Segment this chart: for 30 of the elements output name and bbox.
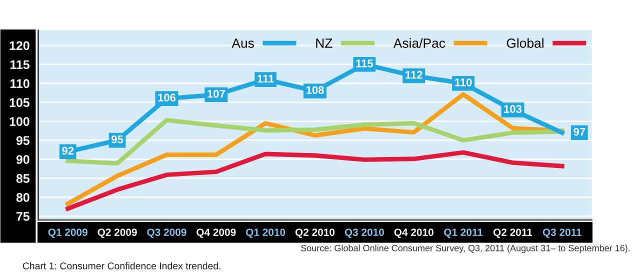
x-tick-label: Q1 2011 (444, 228, 483, 238)
y-tick-label: 100 (10, 117, 30, 126)
y-tick-label: 105 (10, 98, 30, 108)
y-tick-label: 95 (16, 136, 30, 145)
y-tick-label: 90 (16, 155, 30, 164)
x-tick-label: Q3 2010 (344, 228, 384, 238)
legend-label: Global (506, 38, 544, 48)
x-tick-label: Q3 2011 (542, 228, 582, 238)
legend-label: NZ (316, 38, 332, 48)
data-label: 95 (111, 135, 124, 144)
x-tick-label: Q2 2011 (493, 228, 532, 238)
legend-label: Asia/Pac (393, 38, 446, 48)
data-label: 97 (574, 128, 586, 136)
x-tick-label: Q4 2010 (394, 228, 434, 238)
source-note: Source: Global Online Consumer Survey, Q3, 2011 (August 31– to September 16). (300, 244, 630, 254)
y-tick-label: 110 (10, 79, 30, 88)
caption: Chart 1: Consumer Confidence Index trended. (22, 262, 220, 270)
x-tick-label: Q2 2010 (295, 228, 335, 238)
y-tick-label: 80 (16, 193, 30, 202)
x-tick-label: Q3 2009 (147, 228, 186, 238)
x-tick-label: Q2 2009 (98, 228, 137, 238)
x-tick-label: Q4 2009 (196, 228, 236, 238)
y-tick-label: 120 (10, 41, 30, 50)
y-tick-label: 85 (16, 174, 30, 183)
y-tick-label: 115 (10, 60, 30, 70)
x-tick-label: Q1 2009 (48, 228, 88, 238)
legend-label: Aus (232, 38, 254, 48)
y-tick-label: 75 (16, 212, 30, 221)
x-tick-label: Q1 2010 (246, 228, 286, 238)
data-label: 92 (62, 146, 74, 155)
